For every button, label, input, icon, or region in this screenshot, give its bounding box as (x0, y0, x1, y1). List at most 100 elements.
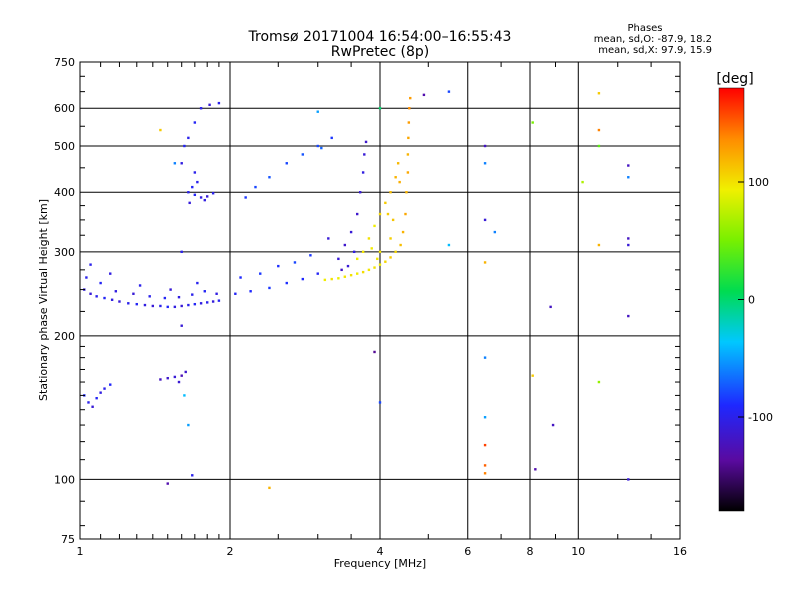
data-point-o (352, 250, 356, 254)
data-point-sparse (422, 93, 426, 97)
data-point-o (211, 192, 215, 195)
data-point-x (391, 218, 395, 222)
data-point-sparse (627, 237, 630, 240)
chart-subtitle: RwPretec (8p) (331, 44, 429, 60)
data-point-o (188, 201, 191, 205)
data-point-o (191, 293, 194, 296)
data-point-o (163, 296, 167, 300)
data-point-o (268, 286, 271, 290)
data-point-o (301, 277, 305, 281)
data-point-x (409, 96, 412, 100)
data-point-sparse (187, 423, 190, 427)
data-point-o (95, 396, 98, 400)
data-point-x (389, 256, 392, 259)
y-tick-label: 750 (54, 56, 75, 69)
data-point-sparse (483, 144, 487, 148)
data-point-x (378, 263, 382, 266)
data-point-o (103, 387, 106, 390)
data-point-sparse (531, 374, 534, 377)
data-point-o (259, 272, 262, 275)
data-point-o (85, 276, 88, 279)
data-point-o (148, 295, 151, 298)
data-point-x (367, 237, 371, 240)
colorbar-ticks: 100 0 -100 (738, 176, 773, 424)
data-point-o (187, 136, 190, 140)
data-point-o (215, 292, 218, 295)
data-point-sparse (373, 350, 376, 354)
data-point-sparse (597, 243, 601, 247)
data-point-x (378, 212, 382, 216)
data-point-x (386, 212, 390, 216)
data-point-sparse (180, 250, 183, 254)
data-point-sparse (268, 486, 271, 490)
data-point-o (199, 302, 203, 305)
data-point-sparse (483, 162, 487, 165)
data-point-x (406, 153, 410, 156)
data-point-o (330, 136, 333, 140)
data-point-x (399, 243, 402, 247)
y-tick-label: 500 (54, 140, 75, 153)
data-point-sparse (627, 478, 630, 481)
y-axis-label: Stationary phase Virtual Height [km] (37, 199, 50, 401)
data-point-o (138, 284, 142, 287)
data-point-sparse (483, 416, 487, 419)
data-point-sparse (597, 128, 601, 132)
data-point-x (401, 230, 405, 234)
data-point-sparse (327, 237, 330, 240)
data-point-o (110, 298, 114, 301)
data-point-x (396, 162, 400, 165)
data-point-sparse (173, 162, 177, 165)
data-point-o (203, 198, 206, 202)
data-point-o (364, 140, 368, 144)
x-tick-label: 1 (77, 545, 84, 558)
data-point-o (177, 380, 181, 384)
data-point-o (277, 264, 280, 268)
data-point-x (376, 257, 379, 261)
data-point-sparse (493, 230, 497, 234)
x-axis-label: Frequency [MHz] (334, 557, 426, 570)
data-point-o (143, 303, 147, 307)
stats-x: mean, sd,X: 97.9, 15.9 (598, 45, 712, 56)
data-point-o (205, 195, 209, 198)
stats-heading: Phases (627, 23, 662, 34)
data-point-o (196, 180, 199, 184)
y-axis-ticks: 75 100 200 300 400 500 600 750 (54, 56, 680, 546)
data-point-x (406, 171, 410, 174)
data-point-x (355, 257, 359, 261)
data-point-x (407, 121, 411, 124)
data-point-o (316, 272, 319, 275)
data-point-sparse (378, 107, 382, 110)
data-point-o (99, 281, 102, 285)
x-tick-label: 4 (377, 545, 384, 558)
y-tick-label: 200 (54, 330, 75, 343)
data-point-o (166, 305, 169, 309)
data-point-sparse (166, 482, 169, 485)
data-point-o (132, 292, 135, 295)
colorbar-tick-label: 100 (748, 176, 769, 189)
data-point-o (193, 121, 197, 124)
data-point-x (370, 247, 373, 250)
data-point-o (159, 378, 162, 381)
data-point-x (384, 201, 387, 205)
data-point-o (316, 144, 319, 148)
data-point-sparse (180, 324, 183, 327)
data-point-o (337, 257, 340, 261)
data-point-o (89, 263, 92, 266)
colorbar-tick-label: -100 (748, 411, 773, 424)
data-point-o (301, 153, 305, 156)
data-point-sparse (627, 176, 630, 179)
data-point-o (193, 193, 197, 197)
x-tick-label: 16 (673, 545, 687, 558)
data-point-sparse (483, 443, 487, 447)
y-tick-label: 75 (61, 533, 75, 546)
data-point-sparse (191, 474, 194, 477)
x-tick-label: 8 (527, 545, 534, 558)
y-tick-label: 400 (54, 186, 75, 199)
data-point-o (193, 302, 197, 306)
data-point-o (173, 305, 177, 309)
x-tick-label: 6 (464, 545, 471, 558)
data-point-o (217, 101, 221, 105)
data-point-sparse (378, 401, 382, 404)
data-point-o (361, 171, 365, 174)
